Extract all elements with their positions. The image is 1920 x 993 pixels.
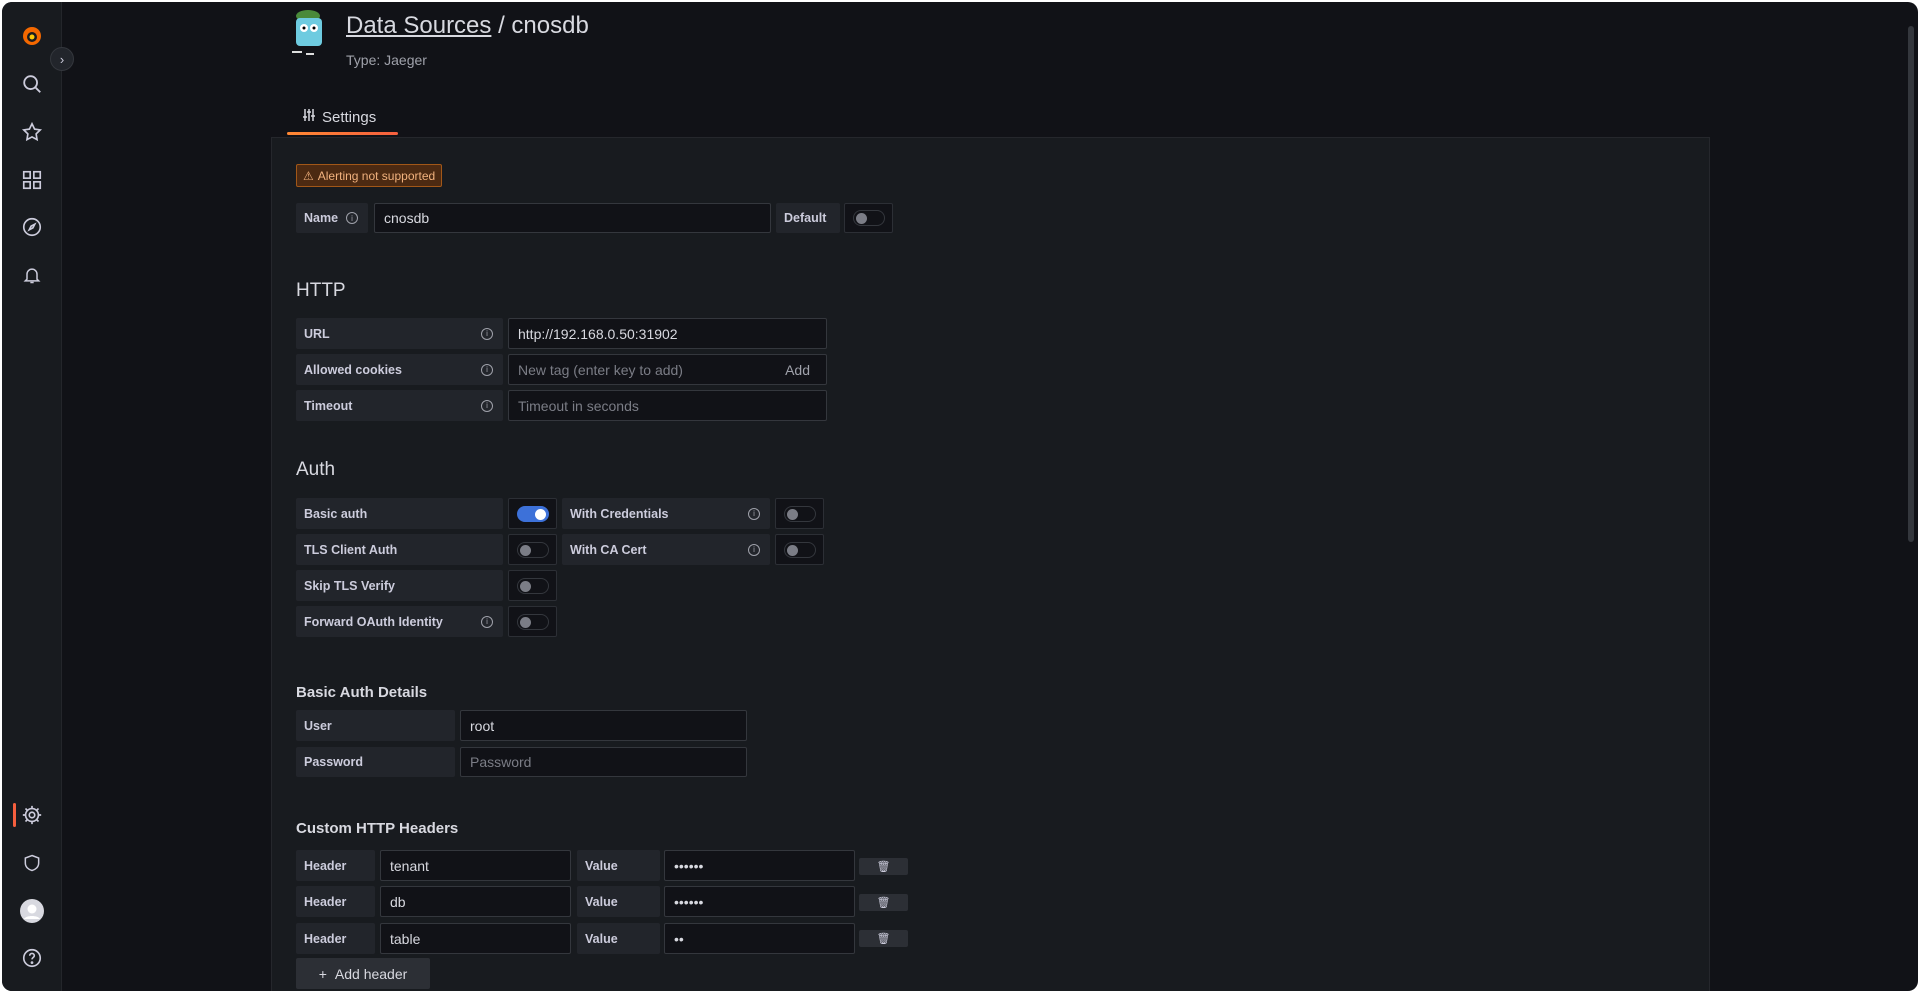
star-icon[interactable] [20,120,44,144]
user-avatar[interactable] [20,899,44,923]
value-label: Value [577,886,660,917]
info-icon[interactable]: i [481,363,493,376]
header-value-input[interactable]: •••••• [664,850,855,881]
trash-icon: 🗑 [876,861,891,873]
tls-client-auth-toggle[interactable] [508,534,557,565]
delete-header-button[interactable]: 🗑 [859,894,908,911]
value-label: Value [577,923,660,954]
url-input[interactable]: http://192.168.0.50:31902 [508,318,827,349]
http-heading: HTTP [296,280,346,301]
cookies-placeholder: New tag (enter key to add) [518,361,683,378]
custom-headers-heading: Custom HTTP Headers [296,820,459,837]
search-icon[interactable] [20,72,44,96]
name-label: Name i [296,203,368,233]
page-title: Data Sources / cnosdb [346,12,589,40]
alert-text: Alerting not supported [317,168,436,183]
timeout-input[interactable]: Timeout in seconds [508,390,827,421]
delete-header-button[interactable]: 🗑 [859,858,908,875]
tab-label: Settings [322,108,377,126]
plus-icon: + [318,965,327,982]
auth-heading: Auth [296,459,336,480]
info-icon[interactable]: i [481,399,493,412]
info-icon[interactable]: i [481,615,493,628]
basic-auth-label: Basic auth [296,498,503,529]
user-input[interactable]: root [460,710,747,741]
header-name-input[interactable]: table [380,923,571,954]
info-icon[interactable]: i [748,543,760,556]
with-ca-cert-toggle[interactable] [775,534,824,565]
info-icon[interactable]: i [481,327,493,340]
warning-icon: ⚠ [303,168,314,183]
scrollbar[interactable] [1908,26,1914,542]
add-header-button[interactable]: + Add header [296,958,430,989]
header-value-input[interactable]: •••••• [664,886,855,917]
sidebar [2,2,62,991]
alerting-bell-icon[interactable] [20,263,44,287]
forward-oauth-label: Forward OAuth Identity i [296,606,503,637]
timeout-label: Timeout i [296,390,503,421]
password-input[interactable]: Password [460,747,747,777]
with-credentials-label: With Credentials i [562,498,770,529]
datasource-type: Type: Jaeger [346,52,427,68]
default-toggle[interactable] [844,203,893,233]
user-label: User [296,710,455,741]
password-label: Password [296,747,455,777]
skip-tls-verify-toggle[interactable] [508,570,557,601]
breadcrumb-data-sources-link[interactable]: Data Sources [346,12,492,39]
shield-icon[interactable] [20,851,44,875]
header-label: Header [296,886,375,917]
help-icon[interactable] [20,946,44,970]
alerting-warning-badge: ⚠ Alerting not supported [296,164,443,187]
datasource-name-title: cnosdb [511,12,589,39]
header-name-input[interactable]: db [380,886,571,917]
default-label: Default [776,203,840,233]
name-input[interactable]: cnosdb [374,203,771,233]
datasource-logo [286,6,332,58]
header-label: Header [296,850,375,881]
breadcrumb-separator: / [491,12,512,39]
forward-oauth-toggle[interactable] [508,606,557,637]
allowed-cookies-input[interactable]: New tag (enter key to add) Add [508,354,827,385]
sliders-icon [302,108,316,126]
with-ca-cert-label: With CA Cert i [562,534,770,565]
tls-client-auth-label: TLS Client Auth [296,534,503,565]
active-indicator [13,803,16,827]
add-cookie-button[interactable]: Add [785,361,810,378]
allowed-cookies-label: Allowed cookies i [296,354,503,385]
delete-header-button[interactable]: 🗑 [859,930,908,947]
header-label: Header [296,923,375,954]
value-label: Value [577,850,660,881]
info-icon[interactable]: i [748,507,760,520]
url-label: URL i [296,318,503,349]
info-icon[interactable]: i [346,212,358,224]
basic-auth-details-heading: Basic Auth Details [296,684,428,701]
with-credentials-toggle[interactable] [775,498,824,529]
trash-icon: 🗑 [876,897,891,909]
skip-tls-verify-label: Skip TLS Verify [296,570,503,601]
configuration-gear-icon[interactable] [20,803,44,827]
header-name-input[interactable]: tenant [380,850,571,881]
trash-icon: 🗑 [876,933,891,945]
dashboards-icon[interactable] [20,168,44,192]
header-value-input[interactable]: •• [664,923,855,954]
grafana-logo-icon[interactable] [20,24,44,48]
active-tab-underline [287,132,398,135]
tab-settings[interactable]: Settings [302,108,376,126]
basic-auth-toggle[interactable] [508,498,557,529]
expand-sidebar-button[interactable]: › [50,47,74,71]
explore-compass-icon[interactable] [20,215,44,239]
